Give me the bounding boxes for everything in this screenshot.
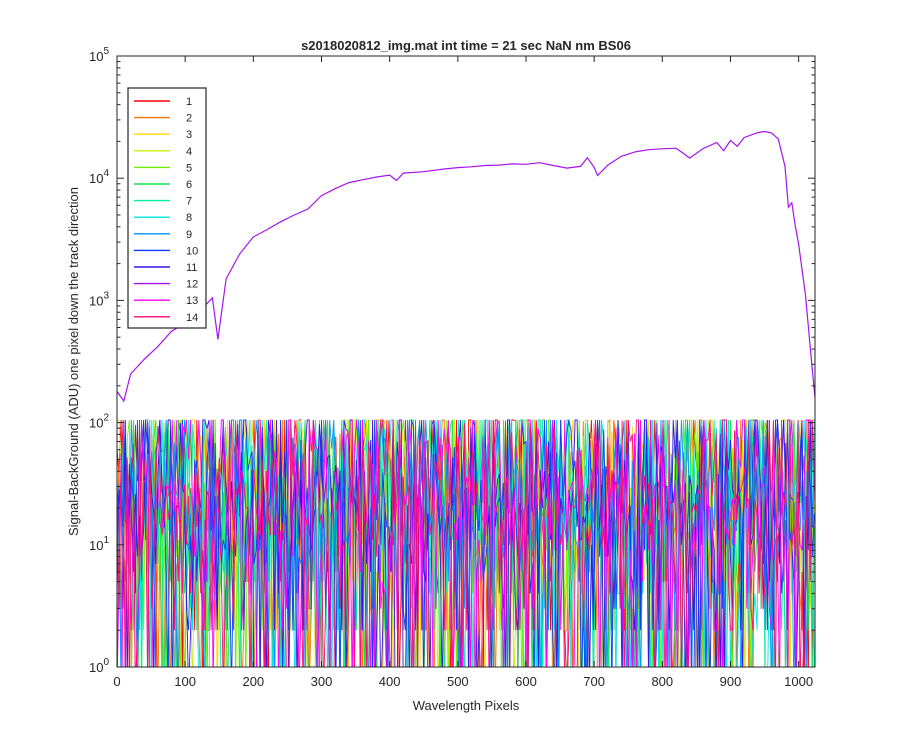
- legend-label: 3: [186, 129, 192, 141]
- x-tick-label: 1000: [784, 674, 813, 689]
- legend-label: 8: [186, 212, 192, 224]
- x-axis: 0 100 200 300 400 500 600 700 800 900 1000: [113, 56, 813, 689]
- legend-label: 2: [186, 113, 192, 125]
- y-tick-label: 105: [89, 46, 109, 64]
- x-tick-label: 300: [311, 674, 333, 689]
- x-tick-label: 500: [447, 674, 469, 689]
- legend-label: 6: [186, 179, 192, 191]
- legend-label: 11: [186, 262, 197, 274]
- legend-label: 12: [186, 279, 198, 291]
- x-tick-label: 100: [174, 674, 196, 689]
- series-line-12: [117, 130, 815, 403]
- plot-frame: [116, 55, 816, 668]
- legend-box: [127, 87, 207, 329]
- legend-label: 14: [186, 312, 198, 324]
- y-tick-label: 101: [89, 535, 109, 553]
- y-axis-label: Signal-BackGround (ADU) one pixel down t…: [66, 187, 81, 536]
- x-tick-label: 400: [379, 674, 401, 689]
- y-tick-label: 104: [89, 168, 109, 186]
- x-tick-label: 700: [583, 674, 605, 689]
- x-tick-label: 200: [242, 674, 264, 689]
- x-tick-label: 600: [515, 674, 537, 689]
- legend-label: 9: [186, 229, 192, 241]
- legend-label: 5: [186, 162, 192, 174]
- y-tick-label: 103: [89, 290, 109, 308]
- series-layer: [117, 130, 815, 667]
- y-tick-label: 102: [89, 413, 109, 431]
- legend-label: 7: [186, 196, 192, 208]
- x-axis-label: Wavelength Pixels: [413, 698, 520, 713]
- x-tick-label: 900: [720, 674, 742, 689]
- x-tick-label: 0: [113, 674, 120, 689]
- legend-label: 4: [186, 146, 192, 158]
- chart-title: s2018020812_img.mat int time = 21 sec Na…: [301, 38, 631, 53]
- series-line-14: [117, 419, 815, 667]
- legend-label: 10: [186, 245, 198, 257]
- legend-label: 13: [186, 295, 198, 307]
- legend-label: 1: [186, 96, 192, 108]
- x-tick-label: 800: [651, 674, 673, 689]
- series-line-8: [117, 419, 815, 667]
- y-tick-label: 100: [89, 657, 109, 675]
